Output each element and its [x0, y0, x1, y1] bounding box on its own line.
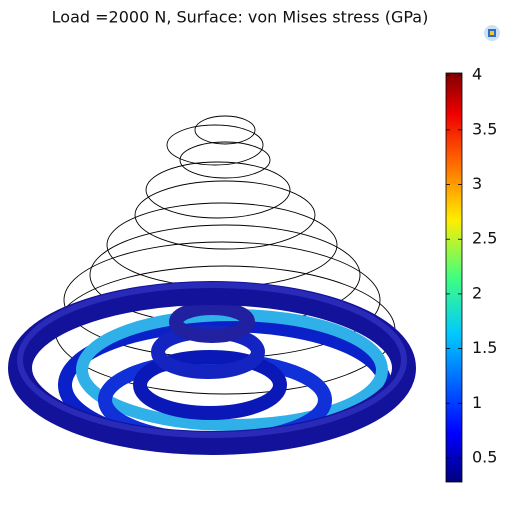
colorbar	[446, 73, 462, 482]
chart-title: Load =2000 N, Surface: von Mises stress …	[52, 8, 429, 27]
colorbar-tick-label: 1	[472, 393, 482, 412]
colorbar-tick-label: 1.5	[472, 338, 497, 357]
colorbar-tick-label: 2	[472, 283, 482, 302]
app-icon	[484, 25, 500, 41]
colorbar-tick-label: 3	[472, 174, 482, 193]
spring-model	[20, 116, 404, 445]
colorbar-tick-label: 0.5	[472, 447, 497, 466]
colorbar-tick-label: 3.5	[472, 119, 497, 138]
chart: Load =2000 N, Surface: von Mises stress …	[0, 0, 513, 508]
colorbar-tick-label: 2.5	[472, 229, 497, 248]
colorbar-tick-label: 4	[472, 65, 482, 84]
